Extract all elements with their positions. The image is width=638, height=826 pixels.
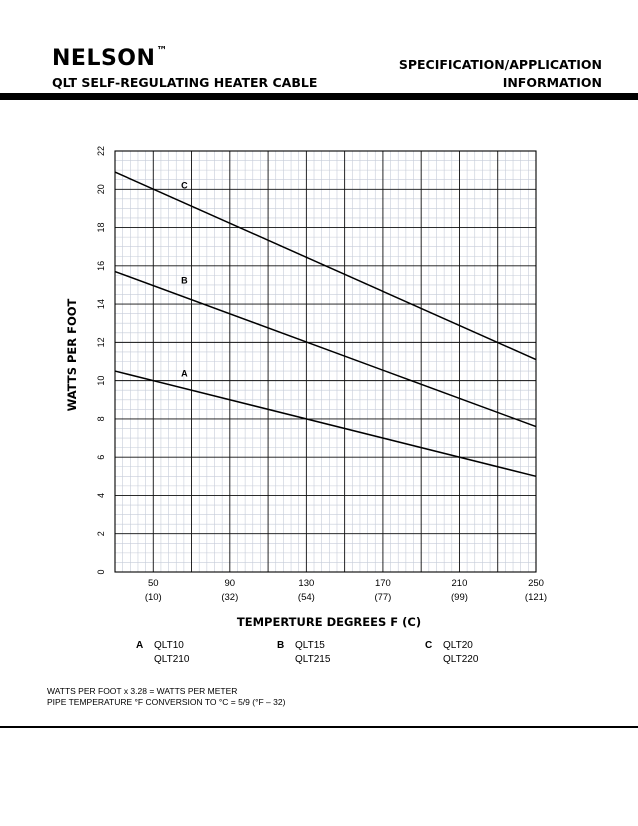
x-tick-label-c: (99) (451, 592, 468, 603)
legend-model-qlt15: QLT15 (295, 640, 325, 651)
x-tick-label-f: 90 (225, 578, 236, 589)
x-tick-label-c: (32) (221, 592, 238, 603)
spec-heading-line1: SPECIFICATION/APPLICATION (398, 57, 602, 72)
legend-model-qlt215: QLT215 (295, 654, 331, 665)
y-tick-label: 12 (96, 337, 106, 347)
plot-border (114, 150, 537, 573)
x-tick-label-c: (121) (525, 592, 547, 603)
series-label-a: A (181, 368, 188, 378)
x-tick-label-c: (54) (298, 592, 315, 603)
y-tick-label: 22 (96, 146, 106, 156)
legend-key-b: B (277, 640, 285, 651)
y-tick-label: 16 (96, 261, 106, 271)
series-line-b (114, 270, 537, 428)
conversion-note-watts: WATTS PER FOOT x 3.28 = WATTS PER METER (47, 686, 238, 696)
conversion-note-temperature: PIPE TEMPERATURE °F CONVERSION TO °C = 5… (47, 697, 286, 707)
legend-model-qlt20: QLT20 (443, 640, 473, 651)
series-label-c: C (181, 181, 188, 191)
y-tick-label: 14 (96, 299, 106, 309)
y-axis-label: WATTS PER FOOT (65, 298, 79, 411)
x-tick-label-f: 210 (452, 578, 468, 589)
y-tick-label: 8 (96, 416, 106, 421)
series-line-a (114, 370, 537, 478)
x-tick-label-f: 50 (148, 578, 159, 589)
spec-heading-line2: INFORMATION (502, 75, 602, 90)
x-tick-label-f: 250 (528, 578, 544, 589)
x-tick-label-c: (10) (145, 592, 162, 603)
legend-model-qlt10: QLT10 (154, 640, 184, 651)
y-tick-label: 6 (96, 455, 106, 460)
series-lines (114, 171, 537, 478)
trademark-symbol: ™ (156, 43, 168, 57)
header-rule (0, 93, 638, 100)
brand-title: NELSON™ (52, 43, 168, 71)
y-tick-label: 20 (96, 184, 106, 194)
y-tick-label: 18 (96, 223, 106, 233)
x-axis-label: TEMPERTURE DEGREES F (C) (237, 615, 421, 629)
x-tick-labels: 50 (10) 90 (32) 130 (54) 170 (77) 210 (99) 250 (121… (145, 578, 547, 603)
footer-rule (0, 726, 638, 728)
y-tick-label: 2 (96, 531, 106, 536)
legend-model-qlt220: QLT220 (443, 654, 479, 665)
x-tick-label-f: 130 (298, 578, 314, 589)
series-line-c (114, 171, 537, 361)
x-tick-label-f: 170 (375, 578, 391, 589)
product-subtitle: QLT SELF-REGULATING HEATER CABLE (52, 75, 318, 90)
legend-key-a: A (136, 640, 144, 651)
brand-name: NELSON (52, 46, 156, 71)
y-tick-label: 4 (96, 493, 106, 498)
series-labels: A B C (181, 181, 188, 379)
y-tick-labels: 0 2 4 6 8 10 12 14 16 18 20 22 (96, 146, 106, 575)
major-grid (114, 150, 537, 573)
series-label-b: B (181, 276, 188, 286)
y-tick-label: 0 (96, 569, 106, 574)
legend-model-qlt210: QLT210 (154, 654, 190, 665)
legend-key-c: C (425, 640, 433, 651)
minor-grid (114, 150, 537, 573)
x-tick-label-c: (77) (374, 592, 391, 603)
y-tick-label: 10 (96, 376, 106, 386)
